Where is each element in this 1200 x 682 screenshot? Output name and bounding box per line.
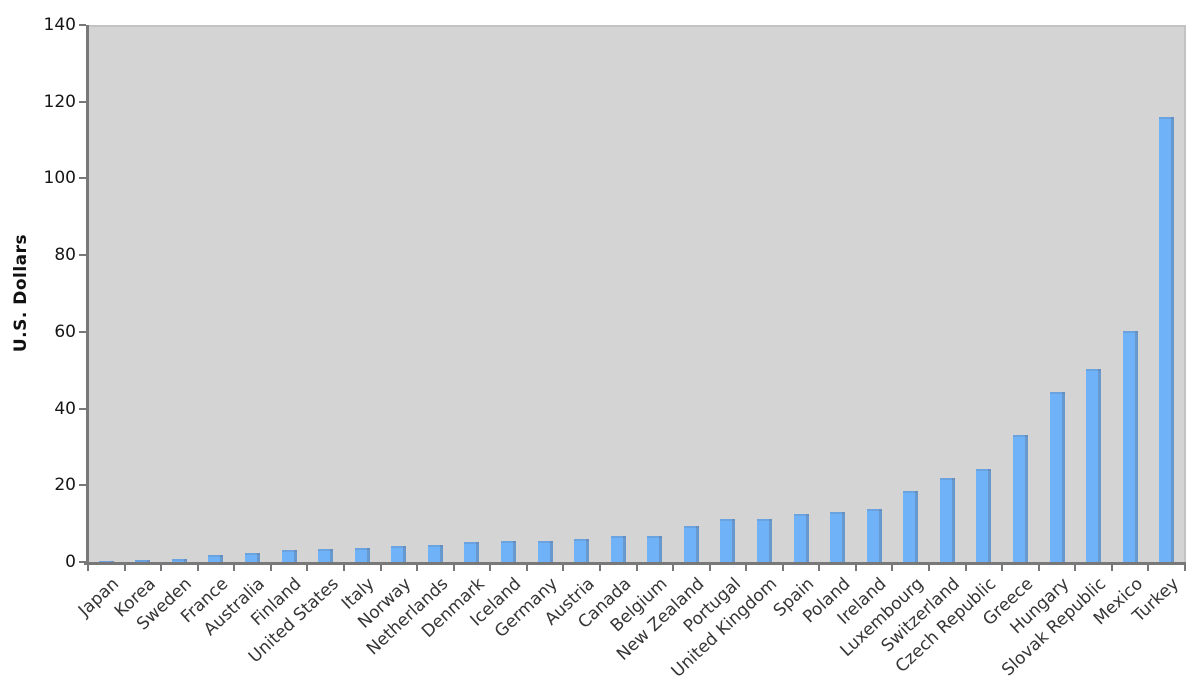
y-tick-label: 140 xyxy=(43,15,76,35)
bar xyxy=(574,539,589,562)
x-tick-mark xyxy=(818,565,821,571)
bar xyxy=(245,553,260,562)
x-tick-mark xyxy=(745,565,748,571)
x-tick-mark xyxy=(1184,565,1186,571)
bar xyxy=(1086,369,1101,562)
bar xyxy=(172,559,187,562)
y-tick-label: 40 xyxy=(54,398,76,419)
y-tick-mark xyxy=(79,100,86,103)
x-axis-line xyxy=(84,562,1186,565)
bar xyxy=(318,549,333,562)
x-tick-mark xyxy=(123,565,126,571)
y-axis-line xyxy=(86,25,89,565)
x-tick-mark xyxy=(1001,565,1004,571)
y-tick-mark xyxy=(79,24,86,26)
bar xyxy=(538,541,553,562)
bar xyxy=(794,514,809,562)
x-tick-mark xyxy=(489,565,492,571)
y-tick-mark xyxy=(79,330,86,333)
bar xyxy=(1013,435,1028,562)
y-tick-label: 20 xyxy=(54,475,76,496)
bar xyxy=(1159,117,1174,562)
bar xyxy=(501,541,516,562)
y-tick-mark xyxy=(79,484,86,487)
y-tick-label: 120 xyxy=(43,91,76,112)
y-tick-mark xyxy=(79,561,86,563)
x-tick-mark xyxy=(891,565,894,571)
bar xyxy=(355,548,370,562)
bar xyxy=(1050,392,1065,562)
x-tick-mark xyxy=(635,565,638,571)
y-tick-mark xyxy=(79,407,86,410)
bar xyxy=(135,560,150,562)
x-tick-mark xyxy=(525,565,528,571)
x-tick-mark xyxy=(342,565,345,571)
bar xyxy=(867,509,882,562)
x-tick-mark xyxy=(87,565,89,571)
x-tick-mark xyxy=(928,565,931,571)
x-tick-mark xyxy=(306,565,309,571)
x-tick-mark xyxy=(854,565,857,571)
plot-area xyxy=(88,25,1186,564)
x-tick-mark xyxy=(562,565,565,571)
bar xyxy=(1123,331,1138,562)
bar xyxy=(830,512,845,562)
x-tick-mark xyxy=(1074,565,1077,571)
y-tick-mark xyxy=(79,254,86,257)
x-tick-mark xyxy=(379,565,382,571)
x-tick-mark xyxy=(160,565,163,571)
bar xyxy=(282,550,297,562)
x-tick-mark xyxy=(598,565,601,571)
bar xyxy=(647,536,662,562)
bar xyxy=(208,555,223,562)
bar xyxy=(464,542,479,562)
bar xyxy=(684,526,699,562)
x-tick-mark xyxy=(233,565,236,571)
x-tick-mark xyxy=(1110,565,1113,571)
y-tick-label: 100 xyxy=(43,168,76,189)
bar xyxy=(903,491,918,562)
bar xyxy=(391,546,406,562)
bar xyxy=(757,519,772,562)
y-tick-mark xyxy=(79,177,86,180)
x-tick-mark xyxy=(708,565,711,571)
x-tick-mark xyxy=(672,565,675,571)
x-tick-mark xyxy=(196,565,199,571)
x-tick-mark xyxy=(269,565,272,571)
x-tick-mark xyxy=(1037,565,1040,571)
bar xyxy=(976,469,991,562)
x-tick-mark xyxy=(1147,565,1150,571)
bar xyxy=(611,536,626,562)
x-tick-mark xyxy=(416,565,419,571)
x-tick-mark xyxy=(452,565,455,571)
y-tick-label: 60 xyxy=(54,321,76,342)
x-tick-mark xyxy=(964,565,967,571)
bar xyxy=(99,561,114,562)
x-tick-mark xyxy=(781,565,784,571)
bar xyxy=(940,478,955,562)
bar xyxy=(720,519,735,562)
x-tick-label: Japan xyxy=(74,574,123,621)
y-tick-label: 80 xyxy=(54,245,76,266)
y-tick-label: 0 xyxy=(65,552,76,572)
bar xyxy=(428,545,443,562)
